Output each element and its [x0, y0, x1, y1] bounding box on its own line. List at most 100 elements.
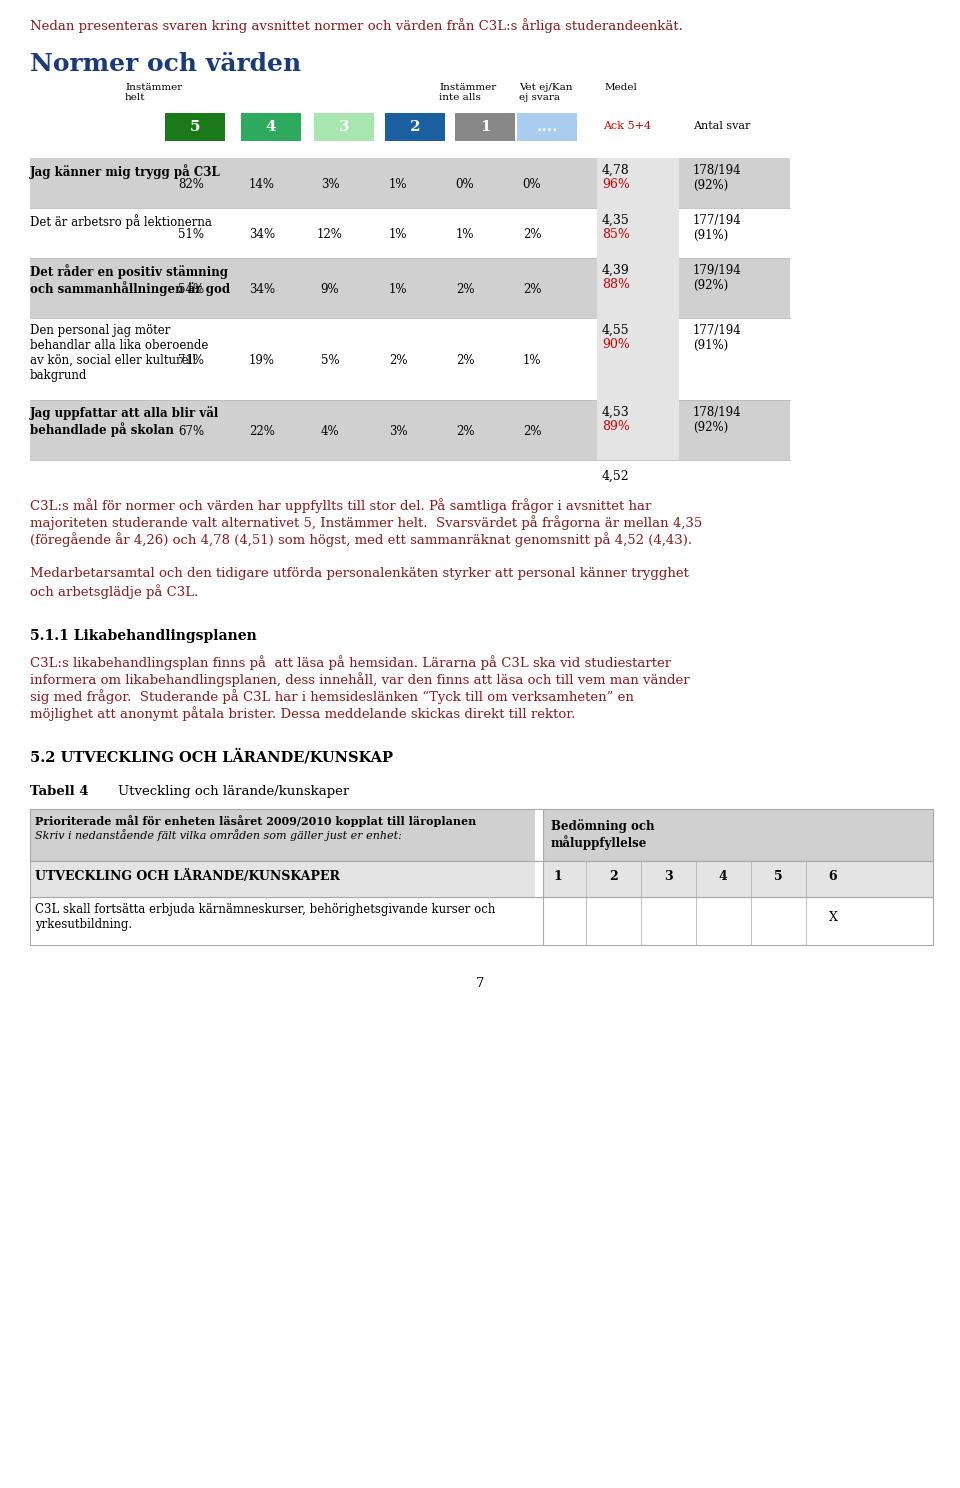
Text: 71%: 71% [178, 354, 204, 368]
Text: X: X [828, 911, 837, 924]
Text: 4,39: 4,39 [602, 263, 630, 277]
Text: Utveckling och lärande/kunskaper: Utveckling och lärande/kunskaper [118, 786, 349, 798]
Text: möjlighet att anonymt påtala brister. Dessa meddelande skickas direkt till rekto: möjlighet att anonymt påtala brister. De… [30, 705, 575, 720]
Text: 54%: 54% [178, 283, 204, 296]
Text: 7: 7 [476, 978, 484, 990]
Text: Instämmer
inte alls: Instämmer inte alls [439, 83, 496, 103]
Bar [30, 257, 790, 318]
Text: 1%: 1% [523, 354, 541, 368]
Bar [597, 400, 679, 460]
Text: 2%: 2% [523, 283, 541, 296]
Text: C3L:s mål för normer och värden har uppfyllts till stor del. På samtliga frågor : C3L:s mål för normer och värden har uppf… [30, 498, 652, 513]
Text: 82%: 82% [178, 179, 204, 190]
Text: 6: 6 [828, 870, 837, 882]
Bar [543, 862, 933, 897]
Text: 2%: 2% [456, 354, 474, 368]
Text: Det är arbetsro på lektionerna: Det är arbetsro på lektionerna [30, 214, 212, 229]
Text: 2: 2 [410, 121, 420, 134]
Text: Vet ej/Kan
ej svara: Vet ej/Kan ej svara [519, 83, 572, 103]
Bar [30, 158, 790, 208]
Text: Skriv i nedanstående fält vilka områden som gäller just er enhet:: Skriv i nedanstående fält vilka områden … [35, 829, 402, 841]
Text: 4,52: 4,52 [602, 470, 630, 484]
Bar [543, 809, 933, 862]
Text: 5: 5 [190, 121, 201, 134]
Text: Medarbetarsamtal och den tidigare utförda personalenkäten styrker att personal k: Medarbetarsamtal och den tidigare utförd… [30, 567, 689, 580]
Text: 89%: 89% [602, 420, 630, 433]
Bar [597, 208, 679, 257]
Text: 0%: 0% [522, 179, 541, 190]
Text: 2%: 2% [523, 228, 541, 241]
Text: Medel: Medel [605, 83, 637, 92]
Text: 5.1.1 Likabehandlingsplanen: 5.1.1 Likabehandlingsplanen [30, 629, 256, 643]
Text: 5.2 UTVECKLING OCH LÄRANDE/KUNSKAP: 5.2 UTVECKLING OCH LÄRANDE/KUNSKAP [30, 748, 393, 765]
Text: Den personal jag möter
behandlar alla lika oberoende
av kön, social eller kultur: Den personal jag möter behandlar alla li… [30, 324, 208, 382]
Text: 3: 3 [663, 870, 672, 882]
Text: Ack 5+4: Ack 5+4 [603, 121, 651, 131]
Text: 178/194
(92%): 178/194 (92%) [693, 406, 742, 434]
Text: Jag känner mig trygg på C3L: Jag känner mig trygg på C3L [30, 164, 221, 179]
Bar [30, 862, 933, 897]
Text: Prioriterade mål för enheten läsåret 2009/2010 kopplat till läroplanen: Prioriterade mål för enheten läsåret 200… [35, 815, 476, 827]
Text: 2%: 2% [523, 426, 541, 437]
Text: 96%: 96% [602, 179, 630, 190]
Text: 85%: 85% [602, 228, 630, 241]
Text: sig med frågor.  Studerande på C3L har i hemsideslänken “Tyck till om verksamhet: sig med frågor. Studerande på C3L har i … [30, 689, 634, 704]
Text: majoriteten studerande valt alternativet 5, Instämmer helt.  Svarsvärdet på fråg: majoriteten studerande valt alternativet… [30, 515, 703, 530]
Text: 3%: 3% [321, 179, 339, 190]
Text: Tabell 4: Tabell 4 [30, 786, 88, 798]
Text: 90%: 90% [602, 338, 630, 351]
Text: 4: 4 [719, 870, 728, 882]
Text: 2%: 2% [456, 283, 474, 296]
Text: 1%: 1% [389, 179, 407, 190]
Text: 178/194
(92%): 178/194 (92%) [693, 164, 742, 192]
Text: 2%: 2% [389, 354, 407, 368]
Text: 5: 5 [774, 870, 782, 882]
Text: Jag uppfattar att alla blir väl
behandlade på skolan: Jag uppfattar att alla blir väl behandla… [30, 406, 219, 437]
Bar [385, 113, 445, 141]
Text: 5%: 5% [321, 354, 339, 368]
Text: 1: 1 [480, 121, 491, 134]
Text: Det råder en positiv stämning
och sammanhållningen är god: Det råder en positiv stämning och samman… [30, 263, 230, 296]
Text: 177/194
(91%): 177/194 (91%) [693, 214, 742, 243]
Bar [30, 809, 535, 862]
Text: informera om likabehandlingsplanen, dess innehåll, var den finns att läsa och ti: informera om likabehandlingsplanen, dess… [30, 673, 689, 687]
Text: Bedömning och
måluppfyllelse: Bedömning och måluppfyllelse [551, 818, 655, 850]
Text: 3: 3 [339, 121, 349, 134]
Text: (föregående år 4,26) och 4,78 (4,51) som högst, med ett sammanräknat genomsnitt : (föregående år 4,26) och 4,78 (4,51) som… [30, 533, 692, 548]
Text: 12%: 12% [317, 228, 343, 241]
Text: 4,53: 4,53 [602, 406, 630, 420]
Bar [30, 809, 933, 862]
Text: 3%: 3% [389, 426, 407, 437]
Bar [597, 158, 679, 208]
Text: 2: 2 [609, 870, 617, 882]
Text: Nedan presenteras svaren kring avsnittet normer och värden från C3L:s årliga stu: Nedan presenteras svaren kring avsnittet… [30, 18, 683, 33]
Text: UTVECKLING OCH LÄRANDE/KUNSKAPER: UTVECKLING OCH LÄRANDE/KUNSKAPER [35, 870, 340, 882]
Text: 4: 4 [266, 121, 276, 134]
Bar [30, 897, 933, 945]
Text: 9%: 9% [321, 283, 339, 296]
Bar [30, 862, 535, 897]
Text: ....: .... [537, 121, 558, 134]
Bar [30, 400, 790, 460]
Text: 177/194
(91%): 177/194 (91%) [693, 324, 742, 353]
Text: 1: 1 [554, 870, 563, 882]
Bar [597, 257, 679, 318]
Text: 14%: 14% [249, 179, 275, 190]
Text: 4,78: 4,78 [602, 164, 630, 177]
Text: 0%: 0% [456, 179, 474, 190]
Bar [241, 113, 301, 141]
Text: 1%: 1% [456, 228, 474, 241]
Bar [314, 113, 374, 141]
Text: 4%: 4% [321, 426, 339, 437]
Bar [517, 113, 577, 141]
Text: och arbetsglädje på C3L.: och arbetsglädje på C3L. [30, 583, 199, 598]
Text: Normer och värden: Normer och värden [30, 52, 301, 76]
Text: 4,55: 4,55 [602, 324, 630, 336]
Bar [165, 113, 225, 141]
Bar [597, 318, 679, 400]
Text: 34%: 34% [249, 283, 276, 296]
Text: 19%: 19% [249, 354, 275, 368]
Text: 1%: 1% [389, 228, 407, 241]
Text: 51%: 51% [178, 228, 204, 241]
Text: C3L:s likabehandlingsplan finns på  att läsa på hemsidan. Lärarna på C3L ska vid: C3L:s likabehandlingsplan finns på att l… [30, 655, 671, 670]
